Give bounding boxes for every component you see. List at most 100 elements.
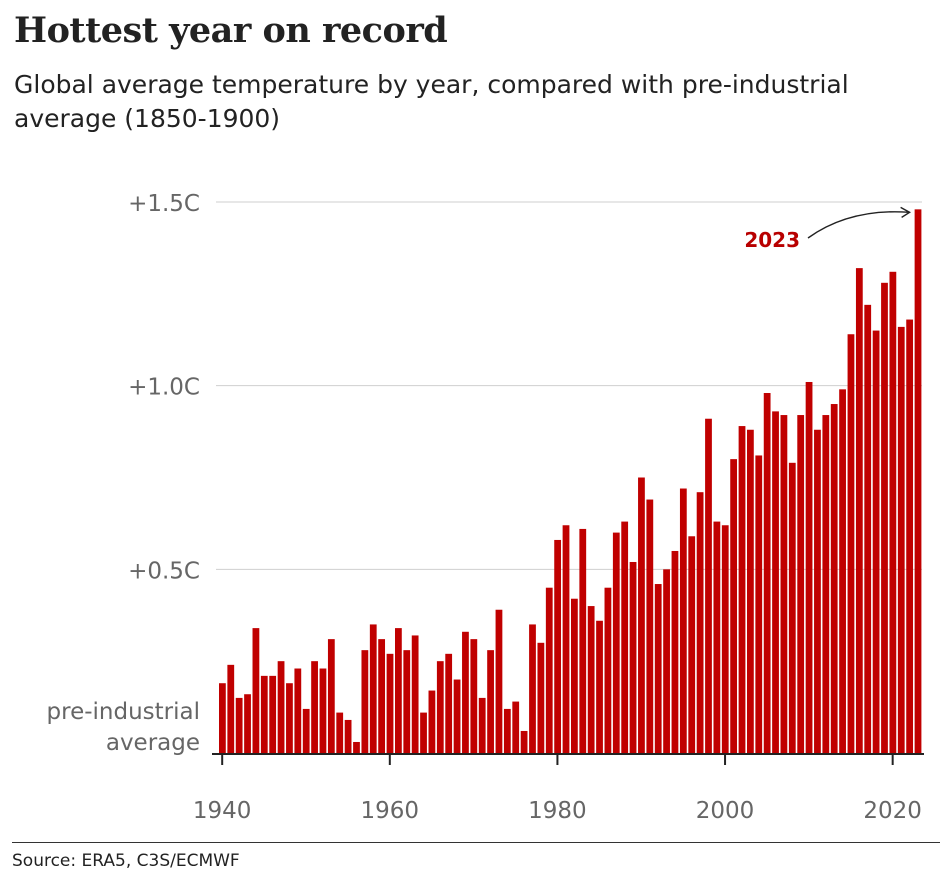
bar-1993 (663, 569, 670, 753)
bar-1997 (696, 492, 704, 753)
bar-2007 (780, 415, 788, 753)
bar-1953 (327, 639, 335, 753)
bar-1942 (235, 697, 243, 753)
tick-labels: pre-industrial average +0.5C +1.0C +1.5C 1940… (47, 191, 922, 824)
y-tick-label: +1.0C (128, 375, 200, 401)
bar-1951 (311, 661, 318, 753)
bar-1981 (562, 525, 570, 753)
bar-1956 (353, 741, 360, 753)
bar-1994 (671, 550, 679, 753)
bar-1998 (705, 418, 712, 753)
bar-1977 (529, 624, 536, 753)
bar-2002 (738, 426, 746, 753)
bar-1996 (688, 536, 696, 753)
bar-1964 (420, 712, 427, 753)
bar-1991 (646, 499, 654, 753)
bar-1978 (537, 642, 545, 753)
bar-1947 (277, 661, 285, 753)
bar-2022 (906, 319, 914, 753)
bar-2014 (839, 389, 846, 753)
bar-2021 (897, 326, 905, 753)
bar-1948 (286, 683, 293, 753)
bar-2004 (755, 455, 763, 753)
bar-1972 (487, 650, 494, 753)
bar-1973 (495, 609, 503, 753)
bar-2017 (864, 304, 872, 753)
bar-1968 (453, 679, 461, 753)
bar-1976 (520, 730, 528, 753)
bar-1958 (369, 624, 377, 753)
bar-2023 (914, 209, 922, 754)
bar-1989 (629, 561, 637, 753)
bar-1992 (654, 584, 662, 753)
source-divider (12, 842, 940, 843)
bar-1965 (428, 690, 436, 753)
bar-1982 (571, 598, 578, 753)
x-tick-label: 2000 (696, 798, 755, 824)
y-tick-label: +1.5C (128, 191, 200, 217)
bar-1974 (503, 708, 511, 753)
bar-2001 (730, 459, 738, 753)
bar-2019 (881, 282, 888, 753)
bar-1945 (260, 675, 268, 753)
bar-1988 (621, 521, 629, 753)
bar-1955 (344, 719, 352, 753)
bar-2010 (805, 381, 813, 753)
bar-2018 (872, 330, 880, 753)
bar-2012 (822, 415, 830, 753)
bar-1970 (470, 639, 478, 753)
bar-1949 (294, 668, 302, 753)
bar-1966 (436, 661, 444, 753)
bar-1969 (462, 631, 469, 753)
bar-2013 (830, 404, 838, 753)
bar-2005 (763, 393, 771, 753)
bar-2006 (772, 411, 779, 753)
annotation-arrow (807, 211, 910, 239)
bar-1999 (713, 521, 721, 753)
annotation-label: 2023 (744, 228, 800, 252)
bar-1987 (612, 532, 620, 753)
bar-1952 (319, 668, 327, 753)
bar-1990 (638, 477, 645, 753)
x-tick-label: 1960 (361, 798, 420, 824)
bar-1995 (679, 488, 687, 753)
arrow-head-icon (900, 206, 911, 218)
bar-1967 (445, 653, 453, 753)
page-title: Hottest year on record (14, 10, 448, 51)
y-tick-label: average (106, 730, 200, 756)
y-tick-label: pre-industrial (47, 699, 200, 725)
bar-2000 (721, 525, 729, 753)
bar-2020 (889, 271, 897, 753)
bar-2008 (788, 462, 796, 753)
axes (212, 753, 924, 765)
bar-1979 (545, 587, 553, 753)
bar-2015 (847, 334, 855, 753)
bar-1980 (554, 539, 562, 753)
bar-1971 (478, 697, 486, 753)
bar-1986 (604, 587, 612, 753)
bar-1954 (336, 712, 344, 753)
page-subtitle: Global average temperature by year, comp… (14, 70, 849, 133)
bar-1975 (512, 701, 520, 753)
y-tick-label: +0.5C (128, 558, 200, 584)
bar-2009 (797, 415, 805, 753)
annotation: 2023 (744, 206, 911, 252)
bar-1957 (361, 650, 369, 753)
bar-2011 (814, 429, 821, 753)
bar-1960 (386, 653, 394, 753)
bar-1944 (252, 628, 260, 753)
bar-1983 (579, 528, 587, 753)
bar-2016 (855, 268, 863, 753)
x-tick-label: 1980 (528, 798, 587, 824)
source-note: Source: ERA5, C3S/ECMWF (12, 851, 240, 871)
bar-2003 (747, 429, 754, 753)
x-tick-label: 2020 (863, 798, 922, 824)
bar-1961 (395, 628, 402, 753)
bar-1943 (244, 694, 251, 753)
bars (219, 209, 922, 754)
bar-1940 (219, 683, 226, 753)
x-tick-label: 1940 (193, 798, 252, 824)
bar-1963 (411, 635, 419, 753)
bar-1962 (403, 650, 411, 753)
